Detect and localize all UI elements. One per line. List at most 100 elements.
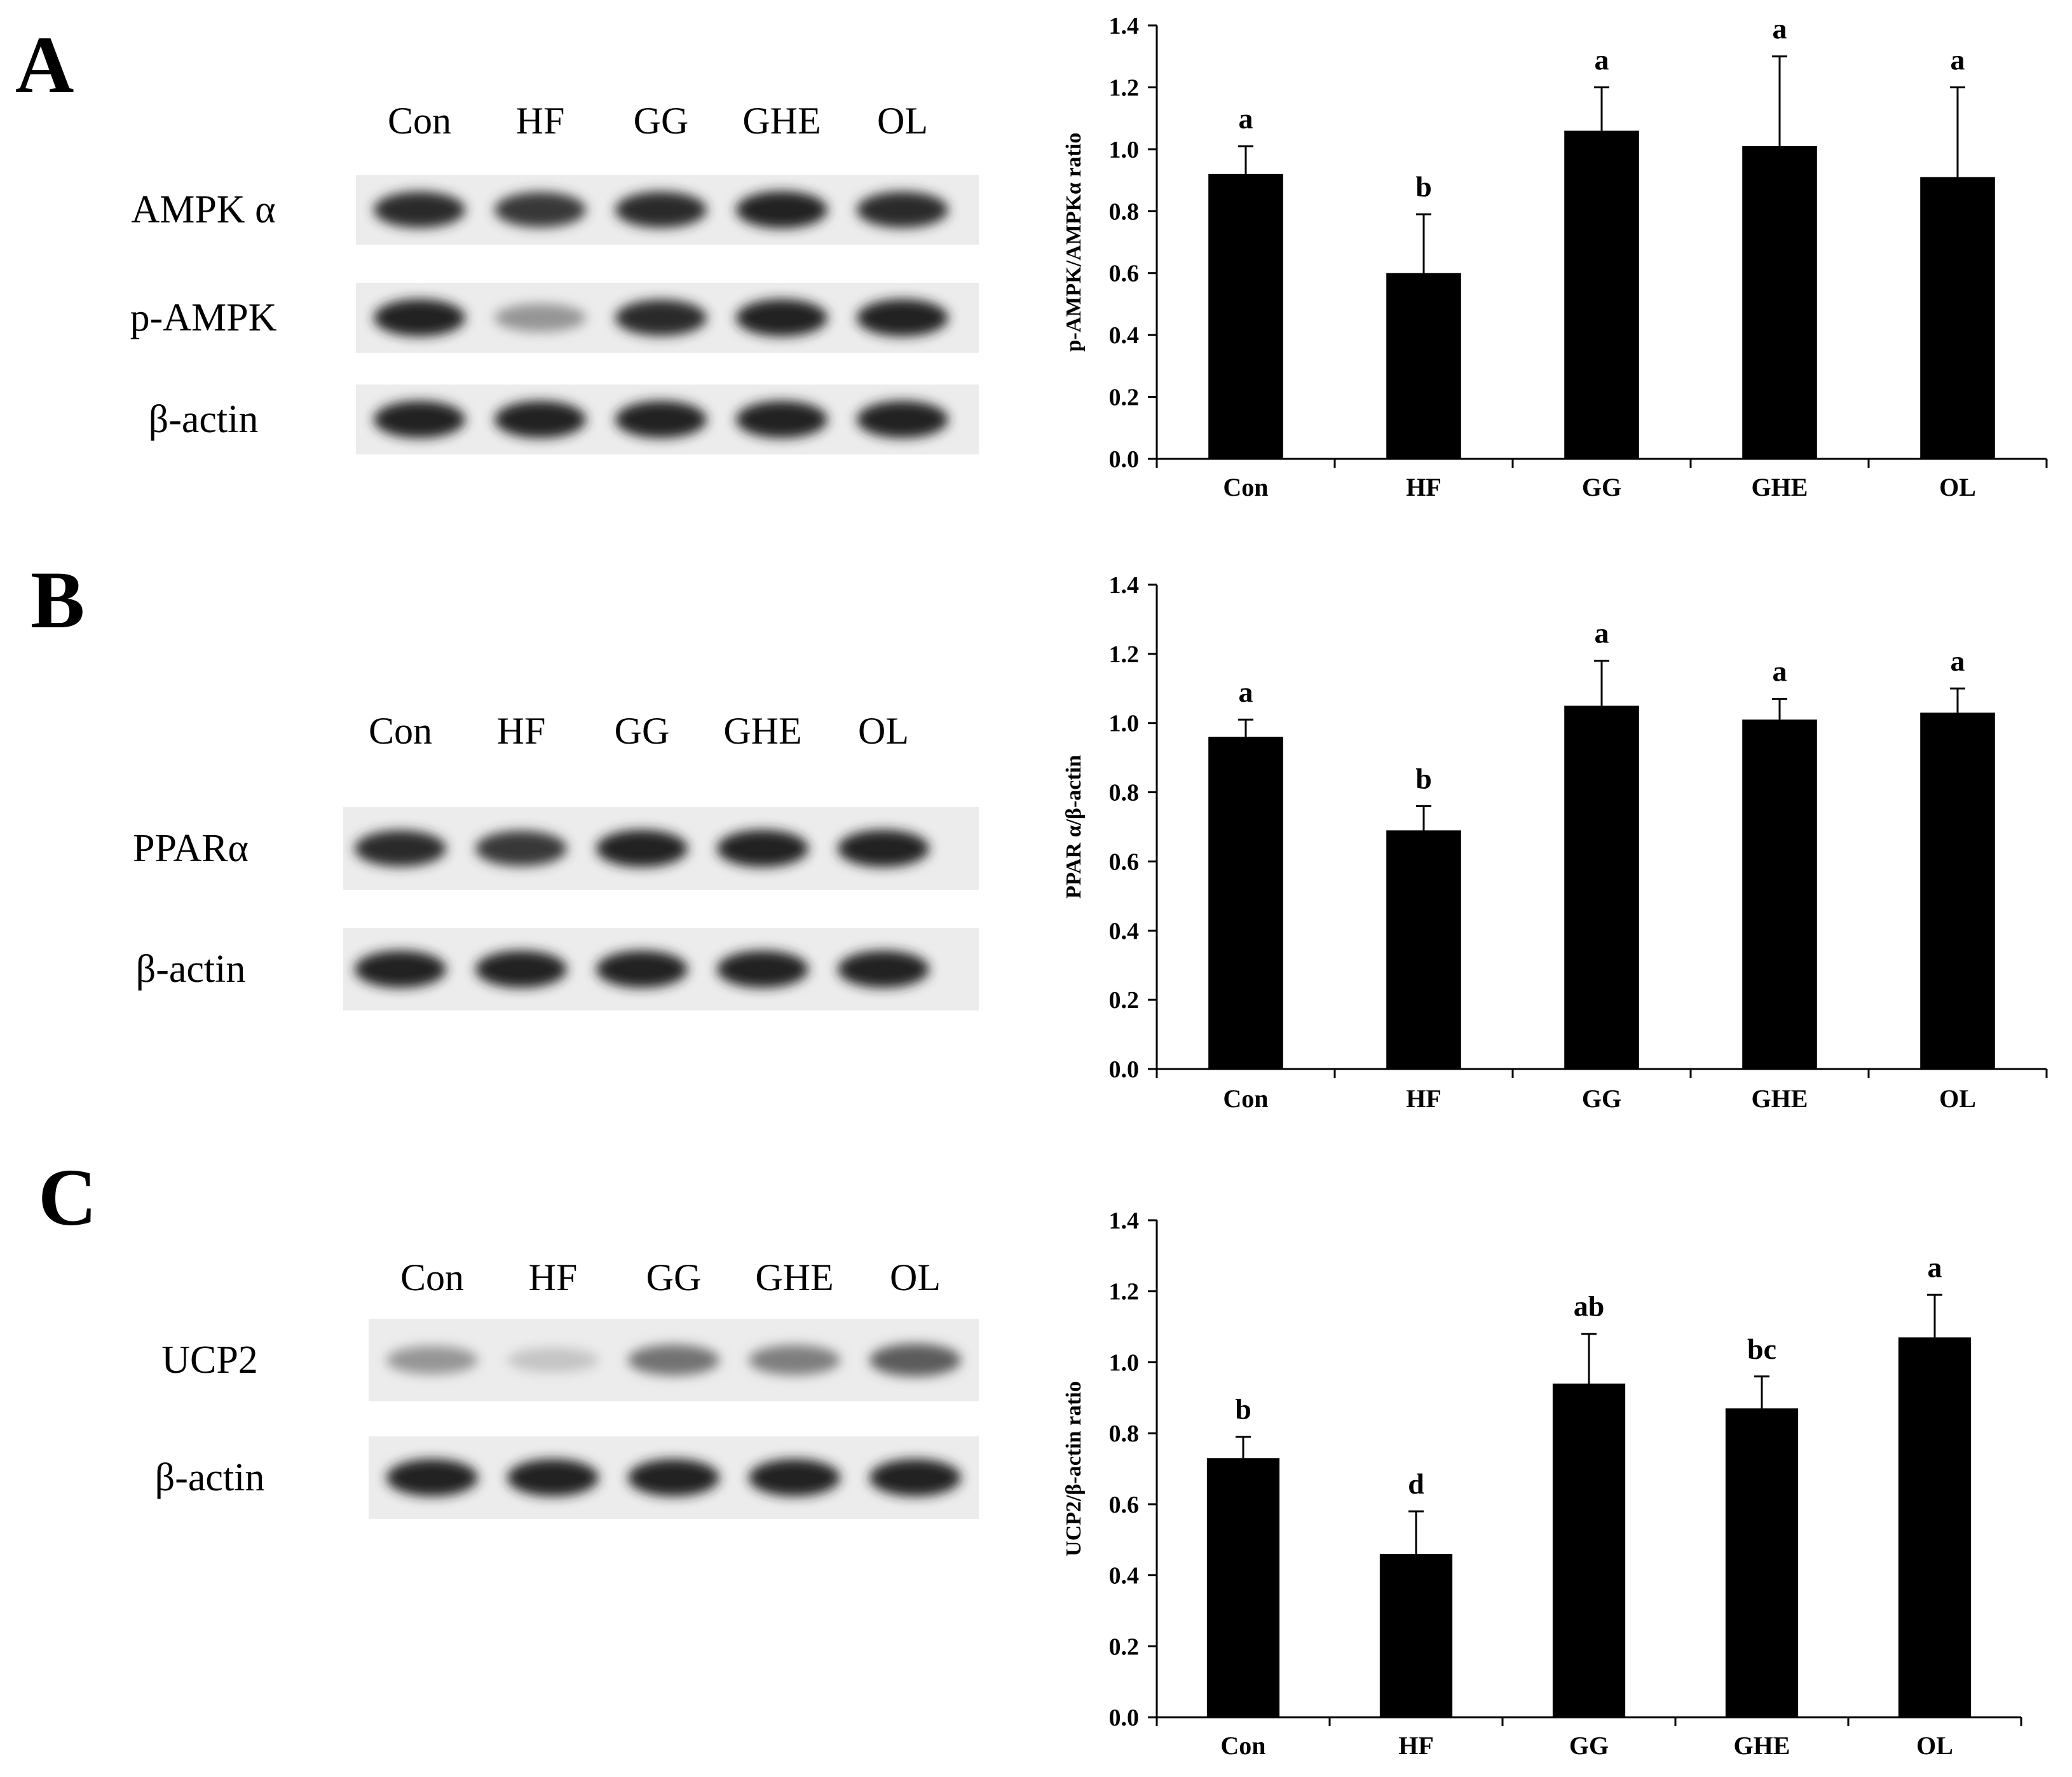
significance-label: b [1235,1393,1251,1426]
y-tick-label: 0.6 [1109,261,1140,287]
panel-letter-c: C [38,1152,97,1243]
y-tick-label: 0.2 [1109,1633,1140,1660]
western-blot-b: Con HF GG GHE OL PPARα β-actin [133,710,979,1011]
blot-band [736,191,828,229]
bar [1920,177,1995,459]
blot-band [596,950,688,988]
significance-label: d [1408,1467,1424,1500]
blot-band [749,1459,840,1497]
blot-band [857,191,948,228]
bar [1564,130,1639,460]
blot-band [494,192,586,228]
bar-chart-c: 0.0 0.2 0.4 0.6 0.8 1.0 1.2 1.4 UCP2/β-actin rat… [1062,1208,2022,1760]
blot-band [494,303,586,332]
y-tick-label: 0.4 [1109,918,1140,944]
y-tick-label: 0.0 [1109,1705,1140,1731]
bar [1552,1383,1626,1717]
y-tick-label: 0.4 [1109,322,1140,349]
blot-band [838,950,929,988]
y-tick-label: 1.0 [1109,137,1140,163]
y-axis-label: UCP2/β-actin ratio [1062,1381,1086,1556]
y-tick-label: 1.4 [1109,572,1140,599]
bar-chart-a: 0.0 0.2 0.4 0.6 0.8 1.0 1.2 1.4 p-AMPK/AMPKα rat… [1062,13,2048,501]
blot-row-label: UCP2 [161,1338,258,1382]
blot-lane-label: HF [516,100,565,142]
y-tick-label: 0.0 [1109,446,1140,473]
blot-row-label: β-actin [136,948,246,991]
bar [1208,737,1283,1069]
y-tick-label: 1.0 [1109,1349,1140,1376]
blot-lane-label: Con [388,100,451,142]
significance-label: a [1595,617,1609,650]
western-blot-a: Con HF GG GHE OL AMPK α p-AMPK β-actin [130,100,979,454]
blot-lane-label: OL [877,100,928,142]
x-tick-label: GHE [1752,1084,1808,1113]
significance-label: a [1773,13,1787,45]
blot-band [869,1344,961,1377]
bar [1386,830,1461,1069]
y-tick-label: 0.6 [1109,848,1140,875]
blot-row-label: β-actin [155,1456,265,1499]
panel-letter-b: B [31,555,85,645]
blot-band [355,950,446,988]
blot-band [628,1459,719,1497]
blot-band [736,400,828,439]
bar [1564,705,1639,1069]
bar [1206,1458,1280,1717]
x-tick-label: GHE [1752,473,1808,501]
y-axis-label: p-AMPK/AMPKα ratio [1062,133,1086,352]
y-tick-label: 1.4 [1109,1208,1140,1234]
blot-row-label: β-actin [149,398,259,441]
blot-band [374,299,465,337]
x-tick-label: OL [1939,473,1976,501]
significance-label: a [1951,43,1965,76]
significance-label: b [1415,762,1432,794]
x-tick-label: Con [1223,1084,1268,1113]
x-tick-label: GG [1582,1084,1621,1113]
blot-band [717,829,808,868]
blot-band [857,299,948,337]
blot-lane-label: GHE [723,710,801,752]
y-tick-label: 0.8 [1109,198,1140,225]
y-tick-label: 1.0 [1109,711,1140,737]
bar [1386,273,1461,459]
x-tick-label: GG [1582,473,1621,501]
y-tick-label: 0.8 [1109,1420,1140,1447]
x-tick-label: GHE [1734,1731,1790,1760]
blot-lane-label: Con [400,1256,464,1298]
y-tick-label: 0.0 [1109,1056,1140,1083]
significance-label: b [1415,170,1432,203]
blot-band [628,1344,719,1376]
blot-band [736,299,828,337]
y-tick-label: 1.2 [1109,641,1140,668]
blot-row-label: p-AMPK [130,296,277,339]
blot-lane-label: Con [369,710,432,752]
blot-band [386,1459,478,1497]
significance-label: a [1951,644,1965,677]
significance-label: a [1239,676,1253,708]
blot-band [717,950,808,988]
x-tick-label: HF [1398,1731,1434,1760]
western-blot-c: Con HF GG GHE OL UCP2 β-actin [155,1256,979,1519]
blot-lane-label: GG [634,100,689,142]
y-axis-label: PPAR α/β-actin [1062,755,1086,899]
blot-band [507,1347,599,1373]
blot-lane-label: GG [646,1256,702,1298]
x-tick-label: HF [1406,473,1442,501]
blot-band [749,1345,840,1375]
x-tick-label: OL [1916,1731,1953,1760]
blot-band [507,1459,599,1497]
y-tick-label: 1.2 [1109,1279,1140,1305]
blot-band [475,950,567,988]
blot-band [615,191,707,228]
blot-lane-label: GG [615,710,670,752]
blot-band [615,400,707,439]
panel-letter-a: A [15,20,74,110]
blot-band [475,831,567,866]
y-tick-label: 1.4 [1109,13,1140,39]
bar [1725,1408,1799,1717]
y-tick-label: 0.6 [1109,1492,1140,1518]
significance-label: a [1595,43,1609,76]
blot-band [596,829,688,868]
blot-lane-label: GHE [742,100,821,142]
